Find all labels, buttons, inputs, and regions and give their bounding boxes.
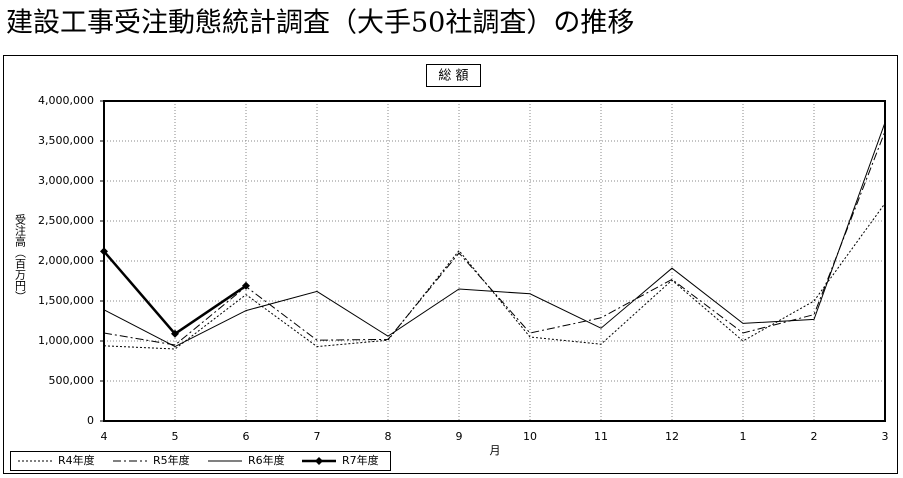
x-tick-label: 1: [740, 430, 747, 443]
legend-box: [10, 451, 391, 471]
legend-label: R6年度: [248, 453, 285, 467]
x-tick-label: 12: [665, 430, 679, 443]
chart-subtitle: 総 額: [438, 69, 468, 84]
point-marker: [171, 329, 179, 338]
y-tick-label: 1,500,000: [38, 294, 94, 307]
series-line: [103, 131, 886, 346]
x-tick-label: 5: [172, 430, 179, 443]
x-tick-label: 11: [594, 430, 608, 443]
subtitle-box: [426, 64, 481, 87]
x-tick-label: 2: [811, 430, 818, 443]
series-line: [103, 203, 886, 350]
plot-area: [103, 100, 886, 422]
point-marker: [100, 247, 108, 256]
chart-title: 建設工事受注動態統計調査（大手50社調査）の推移: [6, 8, 634, 39]
x-tick-label: 7: [314, 430, 321, 443]
y-axis-label: 受注高（百万円）: [14, 214, 27, 302]
y-tick-label: 0: [87, 414, 94, 427]
x-tick-label: 3: [882, 430, 889, 443]
x-tick-label: 9: [456, 430, 463, 443]
x-tick-label: 4: [101, 430, 108, 443]
x-tick-label: 8: [385, 430, 392, 443]
series-line: [103, 122, 886, 348]
x-tick-label: 6: [243, 430, 250, 443]
point-marker: [242, 281, 250, 290]
legend-label: R4年度: [58, 453, 95, 467]
legend-label: R7年度: [342, 453, 379, 467]
y-tick-label: 3,500,000: [38, 134, 94, 147]
y-tick-label: 4,000,000: [38, 94, 94, 107]
x-tick-label: 10: [523, 430, 537, 443]
y-tick-label: 2,500,000: [38, 214, 94, 227]
legend-label: R5年度: [153, 453, 190, 467]
y-tick-label: 1,000,000: [38, 334, 94, 347]
y-tick-label: 2,000,000: [38, 254, 94, 267]
legend-marker: [315, 457, 323, 465]
chart-frame: [3, 55, 898, 474]
y-tick-label: 3,000,000: [38, 174, 94, 187]
y-tick-label: 500,000: [49, 374, 95, 387]
x-axis-label: 月: [490, 444, 501, 457]
